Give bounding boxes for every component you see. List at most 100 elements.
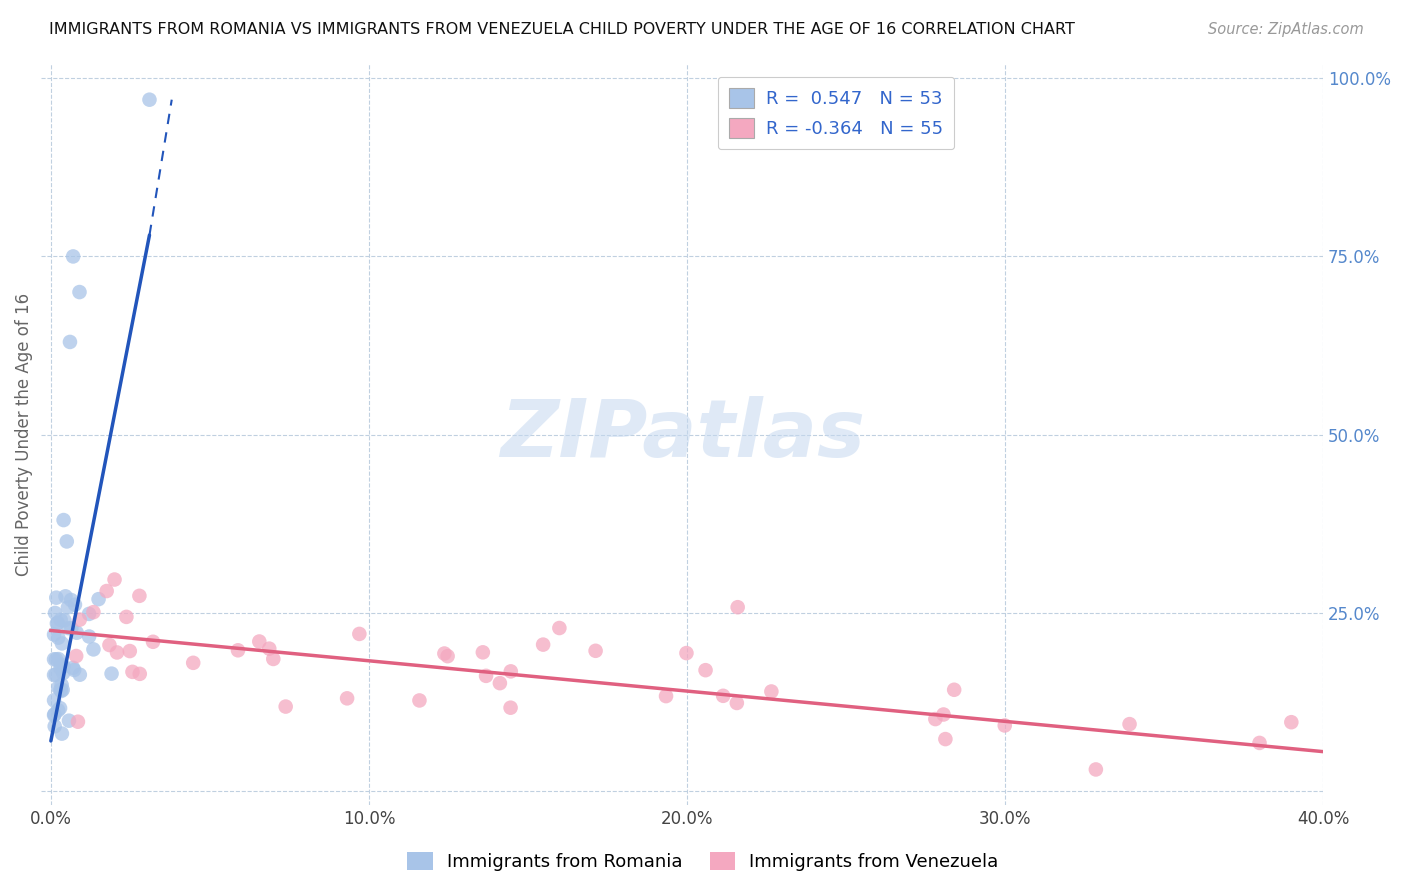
Point [100, 666, 122, 681]
Point [77, 630, 100, 644]
Point [63, 598, 86, 612]
Point [259, 641, 281, 656]
Point [87, 592, 110, 607]
Text: IMMIGRANTS FROM ROMANIA VS IMMIGRANTS FROM VENEZUELA CHILD POVERTY UNDER THE AGE: IMMIGRANTS FROM ROMANIA VS IMMIGRANTS FR… [49, 22, 1076, 37]
Point [934, 732, 956, 747]
Point [51, 636, 73, 650]
Point [46, 631, 69, 645]
Point [262, 652, 284, 666]
Point [62, 661, 84, 675]
Point [69, 285, 91, 299]
Point [585, 644, 607, 658]
Point [725, 696, 748, 710]
Point [943, 682, 966, 697]
Point [52, 682, 75, 697]
Point [49, 701, 72, 715]
Point [45, 616, 67, 631]
Point [46, 615, 69, 630]
Legend: R =  0.547   N = 53, R = -0.364   N = 55: R = 0.547 N = 53, R = -0.364 N = 55 [717, 77, 955, 149]
Point [52, 666, 75, 681]
Point [42, 668, 65, 682]
Point [128, 589, 150, 603]
Point [42, 652, 65, 666]
Point [48, 652, 70, 666]
Point [42, 693, 65, 707]
Point [727, 600, 749, 615]
Point [96, 584, 118, 599]
Point [531, 638, 554, 652]
Point [128, 666, 150, 681]
Point [69, 613, 91, 627]
Point [98, 638, 121, 652]
Point [349, 627, 371, 641]
Point [49, 657, 72, 672]
Point [49, 661, 72, 675]
Point [1084, 763, 1107, 777]
Point [45, 652, 67, 666]
Point [1279, 715, 1302, 730]
Point [66, 625, 89, 640]
Point [65, 648, 87, 663]
Y-axis label: Child Poverty Under the Age of 16: Child Poverty Under the Age of 16 [15, 293, 32, 576]
Point [994, 718, 1017, 732]
Point [408, 693, 430, 707]
Point [46, 703, 69, 717]
Point [66, 714, 89, 729]
Point [49, 682, 72, 697]
Point [49, 613, 72, 627]
Text: Source: ZipAtlas.com: Source: ZipAtlas.com [1208, 22, 1364, 37]
Point [433, 647, 456, 661]
Point [932, 707, 955, 722]
Point [44, 719, 66, 733]
Point [42, 627, 65, 641]
Point [121, 665, 143, 679]
Point [52, 513, 75, 527]
Point [274, 699, 297, 714]
Point [675, 646, 697, 660]
Point [226, 643, 249, 657]
Point [115, 610, 138, 624]
Point [655, 689, 678, 703]
Point [55, 590, 77, 604]
Point [138, 93, 160, 107]
Point [62, 249, 84, 263]
Point [51, 678, 73, 692]
Point [499, 700, 522, 714]
Point [52, 659, 75, 673]
Point [181, 656, 204, 670]
Point [55, 534, 77, 549]
Point [63, 663, 86, 677]
Point [1249, 736, 1271, 750]
Point [44, 707, 66, 722]
Point [51, 726, 73, 740]
Point [499, 665, 522, 679]
Point [247, 634, 270, 648]
Point [695, 663, 717, 677]
Point [436, 649, 458, 664]
Point [45, 667, 67, 681]
Point [58, 621, 80, 635]
Point [53, 613, 76, 627]
Point [82, 605, 104, 619]
Point [142, 634, 165, 648]
Point [475, 669, 498, 683]
Point [1118, 717, 1140, 731]
Point [46, 681, 69, 695]
Point [489, 676, 512, 690]
Point [42, 708, 65, 723]
Point [924, 712, 946, 726]
Point [711, 689, 734, 703]
Point [45, 591, 67, 605]
Point [105, 645, 128, 659]
Point [336, 691, 359, 706]
Legend: Immigrants from Romania, Immigrants from Venezuela: Immigrants from Romania, Immigrants from… [401, 845, 1005, 879]
Point [51, 684, 73, 698]
Point [44, 606, 66, 620]
Point [60, 621, 83, 635]
Point [59, 334, 82, 349]
Point [82, 642, 104, 657]
Point [58, 714, 80, 728]
Text: ZIPatlas: ZIPatlas [499, 395, 865, 474]
Point [118, 644, 141, 658]
Point [471, 645, 494, 659]
